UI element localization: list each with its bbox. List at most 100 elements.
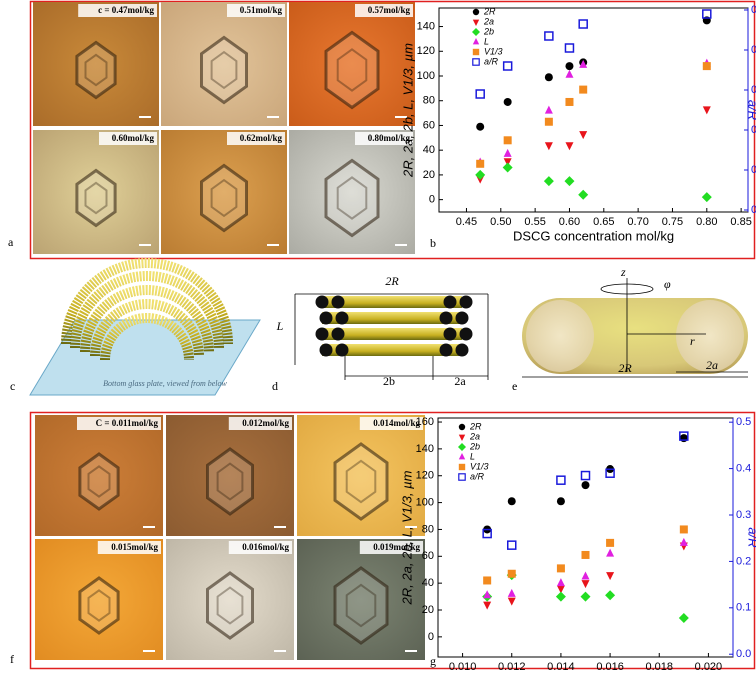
data-point xyxy=(565,69,574,78)
label-box xyxy=(78,4,157,17)
crystal-core xyxy=(345,583,377,628)
y-tick-label: 40 xyxy=(422,577,434,589)
crystal-core xyxy=(216,586,244,625)
y-tick-label: 60 xyxy=(423,119,435,131)
rod-end xyxy=(331,327,345,341)
data-point xyxy=(579,85,588,94)
crystal-core xyxy=(345,459,377,504)
data-point xyxy=(556,564,565,573)
y-tick-label: 140 xyxy=(416,443,434,455)
rod-end xyxy=(331,295,345,309)
data-point xyxy=(565,62,574,71)
panel-frame xyxy=(29,0,756,260)
label-box xyxy=(355,4,413,17)
y2-tick-label: 0.2 xyxy=(736,555,751,567)
photo xyxy=(289,2,415,126)
crystal xyxy=(75,40,117,100)
label-box xyxy=(77,417,161,430)
rod-end xyxy=(455,311,469,325)
data-point xyxy=(503,97,512,106)
y-tick-label: 80 xyxy=(423,95,435,107)
label: L xyxy=(276,319,284,333)
y2-tick-label: 0.0 xyxy=(736,648,751,660)
data-point xyxy=(578,19,588,29)
label-box xyxy=(359,541,423,554)
photo xyxy=(297,415,425,536)
y-tick-label: 40 xyxy=(423,144,435,156)
photo xyxy=(35,415,163,536)
data-point xyxy=(503,158,512,167)
data-point xyxy=(507,497,516,506)
crystal-core xyxy=(84,53,108,87)
data-point xyxy=(475,169,486,180)
diagram-d: 2R L 2b 2a xyxy=(276,274,489,388)
y-tick-label: 140 xyxy=(417,20,435,32)
data-point xyxy=(702,9,712,19)
x-tick-label: 0.55 xyxy=(524,216,545,228)
data-point xyxy=(578,189,589,200)
plot-frame xyxy=(437,417,734,658)
x-tick-label: 0.018 xyxy=(645,661,673,673)
photo xyxy=(33,130,159,254)
photo xyxy=(289,130,415,254)
legend-label: 2b xyxy=(483,26,494,36)
legend-marker xyxy=(458,463,466,471)
data-point xyxy=(483,590,492,599)
label-box xyxy=(228,417,292,430)
legend-marker xyxy=(472,48,480,56)
panel-letter: e xyxy=(512,379,517,393)
data-point xyxy=(605,468,615,478)
rod xyxy=(322,328,462,340)
data-point xyxy=(475,89,485,99)
legend-marker xyxy=(458,473,466,481)
data-point xyxy=(556,497,565,506)
y2-tick-label: 0.0 xyxy=(751,204,756,216)
legend-label: L xyxy=(470,451,475,461)
crystal xyxy=(333,442,389,521)
rod-end xyxy=(335,343,349,357)
rod-end xyxy=(443,327,457,341)
photo xyxy=(33,2,159,126)
legend-label: L xyxy=(484,36,489,46)
rod-end xyxy=(439,311,453,325)
data-point xyxy=(556,578,565,587)
data-point xyxy=(701,192,712,203)
data-point xyxy=(679,431,689,441)
data-point xyxy=(581,580,590,589)
rod-end xyxy=(319,343,333,357)
legend-marker xyxy=(472,28,480,36)
label-box xyxy=(228,541,292,554)
rod-end xyxy=(439,343,453,357)
label-box xyxy=(359,417,423,430)
data-point xyxy=(702,106,711,115)
panel-letter: f xyxy=(10,652,14,666)
diagram-e: z φ r 2R 2a xyxy=(522,265,748,378)
y-tick-label: 0 xyxy=(429,194,435,206)
crystal-core xyxy=(87,589,111,622)
data-point xyxy=(579,131,588,140)
y2-tick-label: 0.1 xyxy=(751,164,756,176)
data-point xyxy=(502,162,513,173)
rod-end xyxy=(315,327,329,341)
data-point xyxy=(544,73,553,82)
crystal-core xyxy=(336,48,368,92)
legend-marker xyxy=(472,58,480,66)
crystal xyxy=(78,576,120,635)
photo xyxy=(161,2,287,126)
y-tick-label: 100 xyxy=(417,70,435,82)
crystal xyxy=(206,447,254,516)
label-box xyxy=(227,4,285,17)
y-tick-label: 100 xyxy=(416,496,434,508)
data-point xyxy=(556,585,565,594)
panel-letter: c xyxy=(10,379,15,393)
data-point xyxy=(483,576,492,585)
data-point xyxy=(476,122,485,131)
data-point xyxy=(502,61,513,71)
data-point xyxy=(476,159,485,168)
x-tick-label: 0.010 xyxy=(449,661,477,673)
crystal xyxy=(324,30,380,110)
data-point xyxy=(565,97,574,106)
data-point xyxy=(565,142,574,151)
data-point xyxy=(581,571,590,580)
